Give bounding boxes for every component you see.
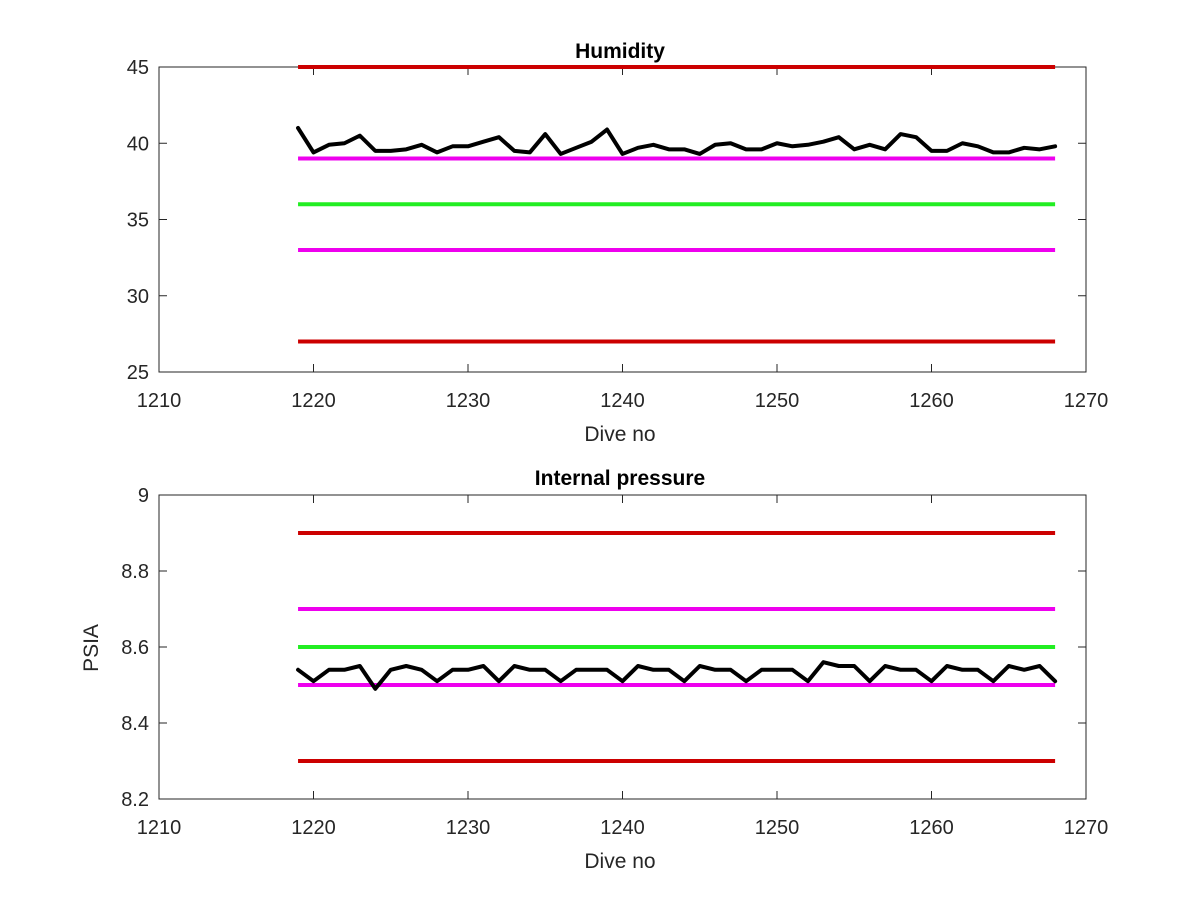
humidity-x-tick-label: 1240 [600,390,645,412]
internal-pressure-x-axis-label: Dive no [584,850,655,873]
internal-pressure-x-tick-label: 1210 [137,817,182,839]
internal-pressure-x-tick-label: 1250 [755,817,800,839]
humidity-y-tick-label: 30 [127,286,149,308]
internal-pressure-y-axis-label: PSIA [80,624,103,672]
humidity-data-line [296,126,1058,156]
humidity-subplot: Humidity Dive no 1210 1220 1230 1240 1250 126… [127,40,1109,446]
internal-pressure-subplot: Internal pressure Dive no PSIA 1210 1220 1… [80,467,1108,873]
humidity-x-axis-label: Dive no [584,423,655,446]
humidity-x-tick-label: 1220 [291,390,336,412]
internal-pressure-x-tick-label: 1220 [291,817,336,839]
internal-pressure-data-line [296,660,1058,691]
humidity-x-tick-label: 1250 [755,390,800,412]
humidity-title: Humidity [575,40,665,63]
internal-pressure-x-tick-label: 1240 [600,817,645,839]
internal-pressure-title: Internal pressure [535,467,705,490]
humidity-y-tick-label: 40 [127,133,149,155]
internal-pressure-x-tick-label: 1260 [909,817,954,839]
internal-pressure-y-tick-label: 8.2 [121,789,149,811]
internal-pressure-y-tick-label: 9 [138,485,149,507]
humidity-y-tick-label: 45 [127,57,149,79]
internal-pressure-y-tick-label: 8.6 [121,637,149,659]
humidity-x-tick-label: 1260 [909,390,954,412]
humidity-y-tick-label: 35 [127,210,149,232]
humidity-x-tick-label: 1270 [1064,390,1109,412]
internal-pressure-x-tick-label: 1270 [1064,817,1109,839]
internal-pressure-x-tick-label: 1230 [446,817,491,839]
internal-pressure-y-tick-label: 8.8 [121,561,149,583]
internal-pressure-y-tick-label: 8.4 [121,713,149,735]
humidity-x-tick-label: 1210 [137,390,182,412]
humidity-y-tick-label: 25 [127,362,149,384]
humidity-x-tick-label: 1230 [446,390,491,412]
